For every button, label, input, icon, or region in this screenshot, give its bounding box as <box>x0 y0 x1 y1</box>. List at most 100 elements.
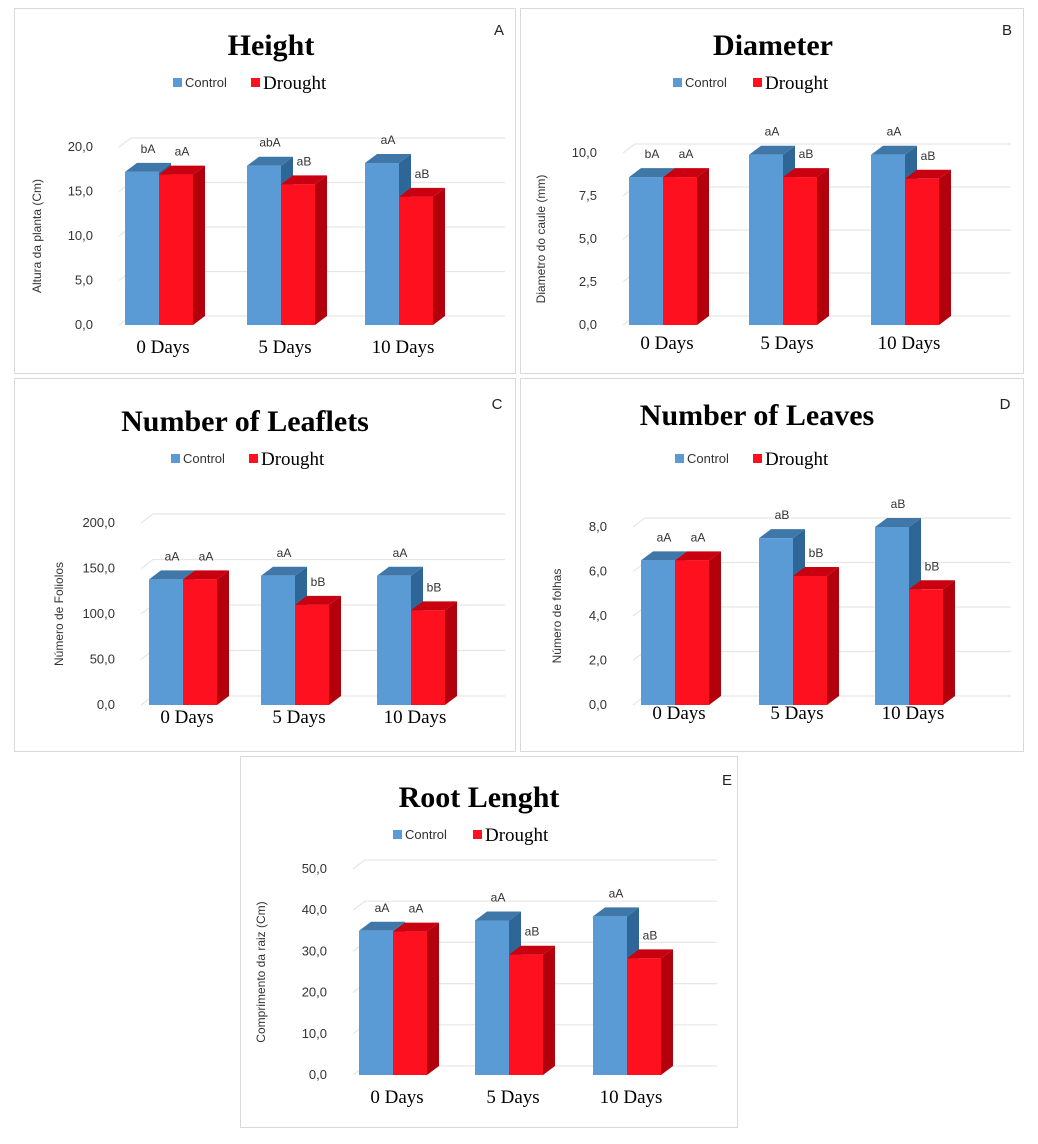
chart-legend: Control Drought <box>171 449 325 470</box>
y-axis-label: Comprimento da raiz (Cm) <box>254 901 268 1042</box>
chart-title: Root Lenght <box>399 781 560 814</box>
gridline <box>622 143 1011 154</box>
data-label: bA <box>141 142 156 156</box>
x-tick-label: 0 Days <box>652 703 705 724</box>
data-label: aA <box>409 902 424 916</box>
data-label: aB <box>799 147 814 161</box>
data-label: bB <box>311 575 326 589</box>
data-label: aA <box>765 125 780 139</box>
y-tick-label: 0,0 <box>75 317 93 332</box>
bar-drought <box>675 551 721 705</box>
data-label: aA <box>657 530 672 544</box>
data-label: aB <box>415 167 430 181</box>
panel-letter: B <box>1002 22 1012 39</box>
chart-panel-number-of-leaflets: Number of Leaflets C Control Drought Número … <box>14 378 516 752</box>
data-label: aA <box>277 546 292 560</box>
y-tick-label: 2,5 <box>579 274 597 289</box>
y-tick-label: 100,0 <box>82 606 115 621</box>
chart-legend: Control Drought <box>675 449 829 470</box>
gridline <box>352 859 717 870</box>
panel-letter: E <box>722 772 732 789</box>
chart-svg: Number of Leaflets C Control Drought Número … <box>52 396 505 728</box>
legend-label-control: Control <box>685 75 727 90</box>
legend-swatch-control <box>673 78 682 87</box>
bar-drought <box>393 922 439 1075</box>
data-label: bB <box>925 559 940 573</box>
bar-drought <box>509 945 555 1075</box>
y-tick-label: 10,0 <box>302 1026 327 1041</box>
x-tick-label: 5 Days <box>486 1087 539 1108</box>
bar-drought <box>281 175 327 325</box>
chart-svg: Diameter B Control Drought Diametro do caule… <box>534 22 1012 354</box>
chart-svg: Height A Control Drought Altura da planta (C… <box>30 22 505 358</box>
y-tick-label: 4,0 <box>589 608 607 623</box>
chart-svg: Number of Leaves D Control Drought Número de… <box>550 396 1011 724</box>
data-label: aA <box>887 125 902 139</box>
data-label: bB <box>427 580 442 594</box>
y-tick-label: 0,0 <box>589 697 607 712</box>
bar-drought <box>295 595 341 705</box>
y-tick-label: 0,0 <box>97 697 115 712</box>
bar-drought <box>627 949 673 1075</box>
bar-drought <box>793 566 839 705</box>
data-label: aA <box>491 891 506 905</box>
x-tick-label: 5 Days <box>272 707 325 728</box>
bar-drought <box>663 168 709 325</box>
data-label: aA <box>691 530 706 544</box>
x-tick-label: 0 Days <box>160 707 213 728</box>
data-label: aB <box>891 497 906 511</box>
chart-panel-diameter: Diameter B Control Drought Diametro do caule… <box>520 8 1024 374</box>
legend-label-control: Control <box>185 75 227 90</box>
x-tick-label: 0 Days <box>370 1087 423 1108</box>
y-tick-label: 5,0 <box>579 231 597 246</box>
data-label: aB <box>775 508 790 522</box>
legend-label-control: Control <box>183 451 225 466</box>
chart-panel-root-length: Root Lenght E Control Drought Comprimento da… <box>240 756 738 1128</box>
legend-swatch-drought <box>473 830 482 839</box>
y-tick-label: 5,0 <box>75 273 93 288</box>
bar-drought <box>909 580 955 705</box>
x-tick-label: 10 Days <box>878 333 941 354</box>
x-tick-label: 10 Days <box>384 707 447 728</box>
data-label: aB <box>921 149 936 163</box>
legend-label-drought: Drought <box>765 73 829 94</box>
y-axis-label: Diametro do caule (mm) <box>534 175 548 304</box>
data-label: aA <box>375 901 390 915</box>
data-label: aA <box>175 145 190 159</box>
data-label: aA <box>609 886 624 900</box>
legend-swatch-control <box>393 830 402 839</box>
y-tick-label: 50,0 <box>302 861 327 876</box>
chart-panel-number-of-leaves: Number of Leaves D Control Drought Número de… <box>520 378 1024 752</box>
legend-swatch-drought <box>251 78 260 87</box>
legend-label-control: Control <box>687 451 729 466</box>
y-tick-label: 2,0 <box>589 653 607 668</box>
y-tick-label: 6,0 <box>589 564 607 579</box>
y-tick-label: 150,0 <box>82 561 115 576</box>
chart-title: Number of Leaflets <box>121 405 369 438</box>
chart-title: Height <box>228 29 315 62</box>
gridline <box>140 558 505 569</box>
gridline <box>632 517 1011 528</box>
y-tick-label: 10,0 <box>68 228 93 243</box>
bar-drought <box>399 187 445 325</box>
legend-swatch-control <box>171 454 180 463</box>
y-axis-label: Número de folhas <box>550 569 564 664</box>
chart-legend: Control Drought <box>393 825 549 846</box>
y-tick-label: 0,0 <box>579 317 597 332</box>
chart-legend: Control Drought <box>673 73 829 94</box>
legend-swatch-control <box>173 78 182 87</box>
gridline <box>118 137 505 148</box>
data-label: aA <box>199 549 214 563</box>
legend-swatch-drought <box>249 454 258 463</box>
legend-label-control: Control <box>405 827 447 842</box>
data-label: aB <box>297 154 312 168</box>
legend-label-drought: Drought <box>263 73 327 94</box>
data-label: aA <box>679 147 694 161</box>
bar-drought <box>905 169 951 325</box>
legend-swatch-drought <box>753 454 762 463</box>
x-tick-label: 10 Days <box>882 703 945 724</box>
legend-label-drought: Drought <box>765 449 829 470</box>
y-tick-label: 30,0 <box>302 943 327 958</box>
bar-drought <box>183 570 229 705</box>
legend-swatch-control <box>675 454 684 463</box>
